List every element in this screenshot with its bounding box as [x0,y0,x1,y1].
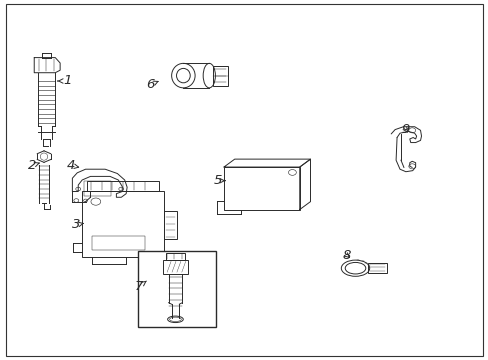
Text: 5: 5 [213,174,224,187]
Text: 7: 7 [135,280,146,293]
Text: 3: 3 [71,219,83,231]
Bar [165,253,185,260]
Text: 9: 9 [401,123,409,136]
Bar [212,66,228,86]
Text: 1: 1 [58,75,72,87]
Bar [87,181,159,191]
Bar [92,236,144,250]
Bar [163,260,187,274]
Bar [138,251,216,327]
Bar [84,181,111,196]
Text: 4: 4 [66,159,79,172]
Bar [82,191,164,257]
Text: 6: 6 [146,78,158,91]
Bar [224,167,299,210]
Text: 8: 8 [342,249,351,262]
Bar [367,263,386,273]
Bar [164,211,176,239]
Text: 2: 2 [27,159,39,172]
